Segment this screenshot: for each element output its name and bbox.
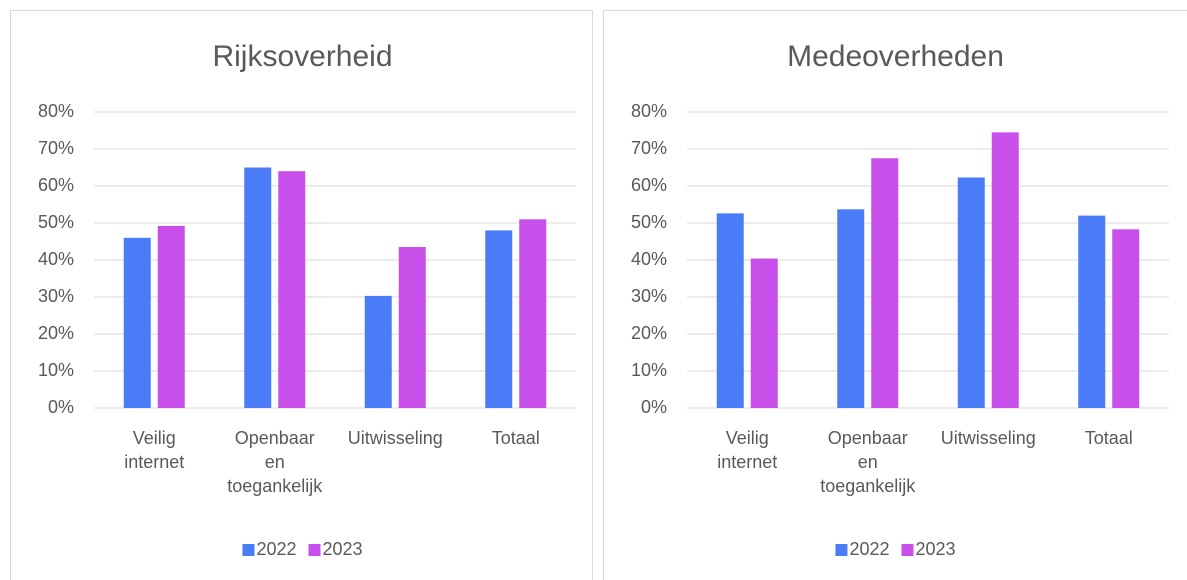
bar bbox=[398, 247, 426, 408]
x-tick-label: Veilig internet bbox=[717, 428, 778, 472]
chart: Rijksoverheid 0% 10% 20% 30% 40% 50% 60% 70% 80% 2… bbox=[38, 40, 576, 559]
y-tick-label: 10% bbox=[38, 360, 74, 380]
chart-panel: Medeoverheden 0% 10% 20% 30% 40% 50% 60% 70% 80% 2… bbox=[603, 10, 1187, 580]
y-tick-label: 80% bbox=[38, 101, 74, 121]
bar bbox=[157, 225, 185, 408]
y-tick-label: 80% bbox=[631, 101, 667, 121]
legend-label: 2023 bbox=[916, 539, 956, 559]
bar bbox=[364, 295, 392, 408]
bar bbox=[1078, 215, 1106, 408]
legend-swatch bbox=[308, 544, 321, 556]
chart: Medeoverheden 0% 10% 20% 30% 40% 50% 60% 70% 80% 2… bbox=[631, 40, 1169, 559]
y-tick-label: 0% bbox=[641, 397, 667, 417]
chart-title: Rijksoverheid bbox=[212, 40, 392, 73]
bar bbox=[957, 177, 985, 408]
bar bbox=[1112, 229, 1140, 408]
bar bbox=[837, 209, 865, 408]
x-tick-label: Totaal bbox=[491, 428, 540, 448]
y-tick-label: 10% bbox=[631, 360, 667, 380]
y-tick-label: 30% bbox=[38, 286, 74, 306]
bar bbox=[519, 219, 547, 408]
x-tick-label: Uitwisseling bbox=[940, 428, 1036, 448]
bar bbox=[871, 158, 899, 408]
legend-swatch bbox=[835, 544, 848, 556]
legend-swatch bbox=[901, 544, 914, 556]
bar bbox=[750, 258, 778, 408]
y-tick-label: 40% bbox=[631, 249, 667, 269]
x-tick-label: Openbaar en toegankelijk bbox=[227, 428, 323, 496]
y-tick-label: 20% bbox=[631, 323, 667, 343]
chart-title: Medeoverheden bbox=[787, 40, 1004, 73]
x-tick-label: Uitwisseling bbox=[347, 428, 443, 448]
y-tick-label: 40% bbox=[38, 249, 74, 269]
legend-label: 2022 bbox=[849, 539, 889, 559]
y-tick-label: 70% bbox=[38, 138, 74, 158]
legend-swatch bbox=[242, 544, 255, 556]
legend-label: 2023 bbox=[323, 539, 363, 559]
y-tick-label: 50% bbox=[38, 212, 74, 232]
x-tick-label: Totaal bbox=[1084, 428, 1133, 448]
y-tick-label: 70% bbox=[631, 138, 667, 158]
bar bbox=[485, 230, 513, 408]
bar bbox=[278, 171, 306, 408]
bar bbox=[123, 237, 151, 408]
legend-label: 2022 bbox=[256, 539, 296, 559]
y-tick-label: 50% bbox=[631, 212, 667, 232]
y-tick-label: 0% bbox=[48, 397, 74, 417]
bar bbox=[716, 213, 744, 408]
x-tick-label: Openbaar en toegankelijk bbox=[820, 428, 916, 496]
y-tick-label: 30% bbox=[631, 286, 667, 306]
bar bbox=[244, 167, 272, 408]
y-tick-label: 60% bbox=[631, 175, 667, 195]
y-tick-label: 20% bbox=[38, 323, 74, 343]
y-tick-label: 60% bbox=[38, 175, 74, 195]
bar bbox=[991, 132, 1019, 408]
chart-panel: Rijksoverheid 0% 10% 20% 30% 40% 50% 60% 70% 80% 2… bbox=[10, 10, 593, 580]
x-tick-label: Veilig internet bbox=[124, 428, 185, 472]
